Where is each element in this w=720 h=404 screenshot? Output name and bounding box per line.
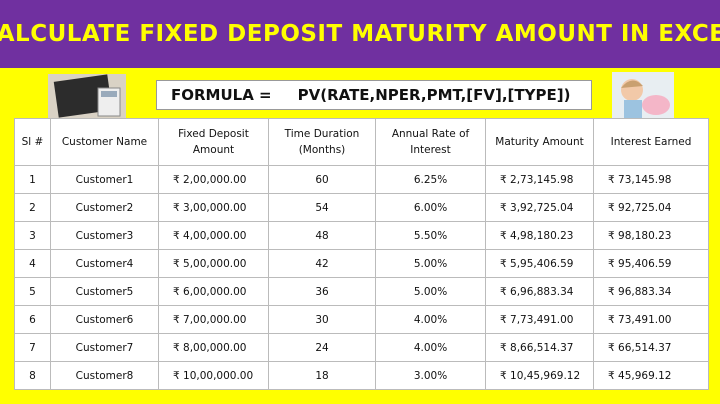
column-header: Annual Rate of Interest [375, 118, 486, 166]
table-row: 4 Customer4 ₹ 5,00,000.00 42 5.00% ₹ 5,95,406… [14, 249, 709, 278]
table-cell: ₹ 7,73,491.00 [485, 305, 594, 334]
table-cell: 42 [268, 249, 376, 278]
column-header: Fixed Deposit Amount [158, 118, 269, 166]
table-cell: 2 [14, 193, 51, 222]
header-row: Sl # Customer Name Fixed Deposit Amount Tim… [14, 118, 709, 166]
piggy-bank-image [612, 72, 674, 118]
table-cell: ₹ 3,00,000.00 [158, 193, 269, 222]
table-cell: 48 [268, 221, 376, 250]
table-cell: Customer6 [50, 305, 159, 334]
table-cell: ₹ 8,66,514.37 [485, 333, 594, 362]
table-cell: ₹ 2,73,145.98 [485, 165, 594, 194]
table-row: 6 Customer6 ₹ 7,00,000.00 30 4.00% ₹ 7,73,491… [14, 305, 709, 334]
table-cell: 6 [14, 305, 51, 334]
table-cell: ₹ 45,969.12 [593, 361, 709, 390]
table-cell: ₹ 95,406.59 [593, 249, 709, 278]
table-cell: 3 [14, 221, 51, 250]
table-cell: ₹ 73,491.00 [593, 305, 709, 334]
table-cell: 30 [268, 305, 376, 334]
table-cell: ₹ 8,00,000.00 [158, 333, 269, 362]
table-cell: ₹ 4,98,180.23 [485, 221, 594, 250]
table-cell: Customer2 [50, 193, 159, 222]
table-cell: Customer1 [50, 165, 159, 194]
table-cell: ₹ 5,00,000.00 [158, 249, 269, 278]
table-cell: 5 [14, 277, 51, 306]
column-header: Maturity Amount [485, 118, 594, 166]
table-cell: Customer8 [50, 361, 159, 390]
table-cell: ₹ 96,883.34 [593, 277, 709, 306]
table-cell: Customer4 [50, 249, 159, 278]
table-cell: 5.00% [375, 277, 486, 306]
table-cell: Customer5 [50, 277, 159, 306]
column-header: Customer Name [50, 118, 159, 166]
table-cell: ₹ 7,00,000.00 [158, 305, 269, 334]
table-cell: 4 [14, 249, 51, 278]
formula-expression: PV(RATE,NPER,PMT,[FV],[TYPE]) [297, 86, 571, 104]
column-header: Interest Earned [593, 118, 709, 166]
table-row: 5 Customer5 ₹ 6,00,000.00 36 5.00% ₹ 6,96,883… [14, 277, 709, 306]
table-cell: Customer3 [50, 221, 159, 250]
banner: CALCULATE FIXED DEPOSIT MATURITY AMOUNT … [0, 0, 720, 68]
table-cell: 18 [268, 361, 376, 390]
table-cell: 54 [268, 193, 376, 222]
table-cell: ₹ 3,92,725.04 [485, 193, 594, 222]
table-cell: ₹ 98,180.23 [593, 221, 709, 250]
table-cell: 60 [268, 165, 376, 194]
table-cell: 1 [14, 165, 51, 194]
calculator-image [48, 74, 126, 118]
table-cell: 3.00% [375, 361, 486, 390]
table-row: 8 Customer8 ₹ 10,00,000.00 18 3.00% ₹ 10,45,9… [14, 361, 709, 390]
table-cell: 5.50% [375, 221, 486, 250]
table-cell: ₹ 10,45,969.12 [485, 361, 594, 390]
table-cell: 6.25% [375, 165, 486, 194]
table-cell: 7 [14, 333, 51, 362]
table-cell: ₹ 66,514.37 [593, 333, 709, 362]
table-cell: 4.00% [375, 333, 486, 362]
table-cell: ₹ 73,145.98 [593, 165, 709, 194]
table-cell: 6.00% [375, 193, 486, 222]
table-cell: ₹ 6,96,883.34 [485, 277, 594, 306]
table-cell: 4.00% [375, 305, 486, 334]
table-cell: ₹ 2,00,000.00 [158, 165, 269, 194]
table-cell: ₹ 10,00,000.00 [158, 361, 269, 390]
table-row: 3 Customer3 ₹ 4,00,000.00 48 5.50% ₹ 4,98,180… [14, 221, 709, 250]
table-cell: ₹ 6,00,000.00 [158, 277, 269, 306]
table-cell: 24 [268, 333, 376, 362]
data-table: Sl # Customer Name Fixed Deposit Amount Tim… [14, 118, 709, 390]
table-body: 1 Customer1 ₹ 2,00,000.00 60 6.25% ₹ 2,73,145… [14, 165, 709, 390]
table-cell: Customer7 [50, 333, 159, 362]
formula-label: FORMULA = [171, 86, 272, 104]
table-row: 2 Customer2 ₹ 3,00,000.00 54 6.00% ₹ 3,92,725… [14, 193, 709, 222]
column-header: Time Duration (Months) [268, 118, 376, 166]
table-row: 1 Customer1 ₹ 2,00,000.00 60 6.25% ₹ 2,73,145… [14, 165, 709, 194]
formula-box: FORMULA = PV(RATE,NPER,PMT,[FV],[TYPE]) [156, 80, 592, 110]
table-cell: 8 [14, 361, 51, 390]
table-cell: 36 [268, 277, 376, 306]
table-cell: 5.00% [375, 249, 486, 278]
title: CALCULATE FIXED DEPOSIT MATURITY AMOUNT … [0, 21, 720, 47]
table-cell: ₹ 5,95,406.59 [485, 249, 594, 278]
table-cell: ₹ 4,00,000.00 [158, 221, 269, 250]
table-row: 7 Customer7 ₹ 8,00,000.00 24 4.00% ₹ 8,66,514… [14, 333, 709, 362]
table-cell: ₹ 92,725.04 [593, 193, 709, 222]
column-header: Sl # [14, 118, 51, 166]
